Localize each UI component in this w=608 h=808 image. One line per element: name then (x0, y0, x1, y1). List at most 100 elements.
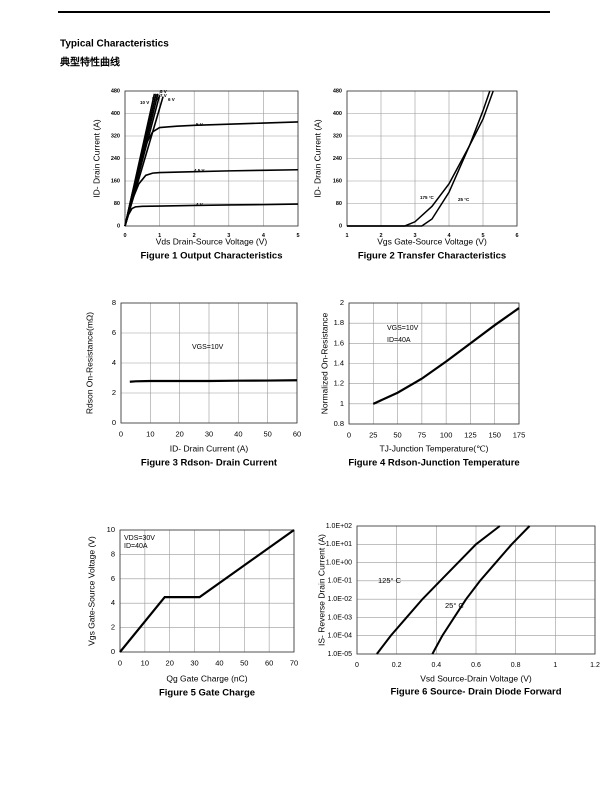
y-tick-label: 0 (112, 418, 116, 427)
annotation: 5 V (196, 122, 203, 127)
annotation: 175 °C (420, 195, 435, 200)
curve (124, 168, 299, 227)
x-axis-label: Vgs Gate-Source Voltage (V) (377, 236, 487, 246)
y-tick-label: 2 (112, 388, 116, 397)
y-tick-label: 400 (333, 111, 342, 117)
y-tick-label: 1.0E-02 (327, 596, 352, 603)
plot-frame (119, 529, 295, 653)
y-tick-label: 1.8 (334, 318, 344, 327)
y-tick-label: 1.0E+00 (326, 559, 352, 566)
annotation: 7 V (160, 93, 167, 98)
y-tick-label: 1 (340, 399, 344, 408)
x-tick-label: 0.4 (431, 662, 441, 669)
x-tick-label: 1.2 (590, 662, 600, 669)
y-tick-label: 1.0E-04 (327, 633, 352, 640)
plot-frame (348, 302, 520, 425)
y-tick-label: 1.0E+01 (326, 541, 352, 548)
x-tick-label: 10 (146, 429, 154, 438)
y-tick-label: 8 (112, 298, 116, 307)
y-tick-label: 4 (112, 358, 116, 367)
x-tick-label: 2 (379, 233, 382, 239)
x-axis-label: ID- Drain Current (A) (170, 443, 249, 453)
x-tick-label: 150 (488, 430, 501, 439)
y-tick-label: 1.0E+02 (326, 523, 352, 530)
x-tick-label: 5 (296, 233, 299, 239)
figure-caption: Figure 4 Rdson-Junction Temperature (348, 458, 519, 469)
y-tick-label: 1.2 (334, 379, 344, 388)
curve (124, 203, 299, 227)
x-tick-label: 0.2 (392, 662, 402, 669)
x-tick-label: 0.6 (471, 662, 481, 669)
section-subtitle: 典型特性曲线 (60, 56, 120, 69)
x-tick-label: 0.8 (511, 662, 521, 669)
y-tick-label: 480 (111, 88, 120, 94)
y-tick-label: 1.0E-05 (327, 651, 352, 658)
annotation: 10 V (140, 100, 149, 105)
x-tick-label: 6 (515, 233, 518, 239)
x-axis-label: TJ-Junction Temperature(℃) (379, 443, 488, 453)
y-tick-label: 320 (333, 133, 342, 139)
curve (347, 90, 491, 227)
x-tick-label: 5 (481, 233, 484, 239)
curve (431, 525, 531, 655)
x-tick-label: 70 (290, 658, 298, 667)
x-tick-label: 60 (265, 658, 273, 667)
y-axis-label: Normalized On-Resistance (319, 312, 329, 414)
x-tick-label: 100 (440, 430, 453, 439)
annotation: 4 V (196, 202, 203, 207)
y-tick-label: 6 (112, 328, 116, 337)
plot-frame (356, 525, 596, 655)
y-tick-label: 1.4 (334, 358, 344, 367)
annotation: VGS=10V (192, 344, 224, 351)
y-tick-label: 320 (111, 133, 120, 139)
y-tick-label: 80 (114, 201, 120, 207)
x-tick-label: 3 (227, 233, 230, 239)
x-axis-label: Qg Gate Charge (nC) (166, 673, 247, 683)
y-tick-label: 1.0E-01 (327, 578, 352, 585)
plot-frame (120, 302, 298, 424)
x-tick-label: 50 (263, 429, 271, 438)
x-tick-label: 40 (234, 429, 242, 438)
y-tick-label: 1.0E-03 (327, 614, 352, 621)
x-tick-label: 75 (418, 430, 426, 439)
y-tick-label: 240 (111, 156, 120, 162)
x-tick-label: 60 (293, 429, 301, 438)
y-tick-label: 6 (111, 574, 115, 583)
y-tick-label: 80 (336, 201, 342, 207)
y-tick-label: 0 (111, 647, 115, 656)
x-tick-label: 0 (118, 658, 122, 667)
y-tick-label: 0 (339, 223, 342, 229)
x-tick-label: 1 (158, 233, 161, 239)
y-tick-label: 2 (340, 298, 344, 307)
curve (119, 529, 295, 653)
figure-caption: Figure 1 Output Characteristics (140, 251, 282, 262)
x-axis-label: Vds Drain-Source Voltage (V) (156, 236, 268, 246)
figure-caption: Figure 2 Transfer Characteristics (358, 251, 506, 262)
annotation: 6 V (168, 97, 175, 102)
section-title: Typical Characteristics (60, 39, 169, 50)
y-tick-label: 480 (333, 88, 342, 94)
x-tick-label: 25 (369, 430, 377, 439)
annotation: VGS=10V (387, 325, 419, 332)
figure-caption: Figure 3 Rdson- Drain Current (141, 458, 278, 469)
annotation: 8 V (160, 89, 167, 94)
y-axis-label: Rdson On-Resistance(mΩ) (84, 312, 94, 414)
annotation: 9 V (152, 96, 159, 101)
x-tick-label: 4 (262, 233, 266, 239)
annotation: 125° C (378, 576, 402, 585)
curve (124, 93, 156, 227)
curve (372, 307, 520, 405)
x-tick-label: 0 (119, 429, 123, 438)
x-tick-label: 50 (240, 658, 248, 667)
x-tick-label: 20 (175, 429, 183, 438)
y-tick-label: 160 (111, 178, 120, 184)
y-axis-label: ID- Drain Current (A) (91, 119, 101, 198)
figure-caption: Figure 6 Source- Drain Diode Forward (390, 687, 561, 698)
x-tick-label: 3 (413, 233, 416, 239)
x-tick-label: 0 (123, 233, 126, 239)
figure-caption: Figure 5 Gate Charge (159, 688, 255, 699)
x-tick-label: 30 (205, 429, 213, 438)
x-tick-label: 1 (345, 233, 348, 239)
x-tick-label: 50 (393, 430, 401, 439)
